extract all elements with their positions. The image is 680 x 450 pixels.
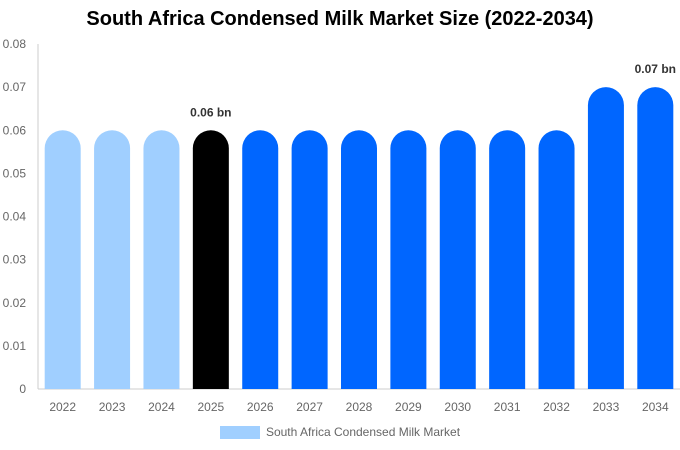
- x-tick-label: 2029: [395, 400, 422, 414]
- chart-title: South Africa Condensed Milk Market Size …: [86, 8, 594, 30]
- y-tick-label: 0.05: [3, 166, 27, 180]
- data-label-2034: 0.07 bn: [635, 62, 676, 76]
- bar-2022: [44, 130, 81, 390]
- bar-2033: [587, 87, 624, 389]
- y-tick-label: 0.03: [3, 253, 27, 267]
- bar-2026: [242, 130, 279, 390]
- x-tick-label: 2027: [296, 400, 323, 414]
- bar-2032: [538, 130, 575, 390]
- bar-2031: [489, 130, 526, 389]
- bar-2023: [94, 130, 131, 390]
- x-tick-label: 2031: [494, 400, 521, 414]
- bar-2034: [637, 87, 674, 389]
- data-label-2025: 0.06 bn: [190, 105, 231, 119]
- x-tick-label: 2024: [148, 400, 175, 414]
- x-tick-label: 2034: [642, 400, 669, 414]
- legend-swatch: [219, 425, 260, 439]
- x-tick-label: 2033: [593, 400, 620, 414]
- y-tick-label: 0.02: [3, 296, 27, 310]
- bar-2028: [341, 130, 377, 390]
- y-tick-label: 0.06: [3, 123, 27, 137]
- bar-2030: [439, 130, 476, 390]
- bar-2024: [143, 130, 180, 390]
- x-tick-label: 2028: [346, 400, 373, 414]
- x-tick-label: 2032: [543, 400, 570, 414]
- legend[interactable]: South Africa Condensed Milk Market: [0, 425, 680, 439]
- y-tick-label: 0.04: [3, 210, 27, 224]
- bar-2025: [192, 130, 229, 390]
- legend-label: South Africa Condensed Milk Market: [265, 425, 461, 439]
- x-tick-label: 2030: [444, 400, 471, 414]
- x-tick-label: 2025: [197, 400, 224, 414]
- y-tick-label: 0: [19, 382, 26, 396]
- x-tick-label: 2026: [247, 400, 274, 414]
- y-tick-label: 0.07: [3, 80, 27, 94]
- bar-2027: [291, 130, 328, 390]
- y-tick-label: 0.08: [3, 37, 27, 51]
- y-tick-label: 0.01: [3, 339, 27, 353]
- x-tick-label: 2022: [49, 400, 76, 414]
- x-tick-label: 2023: [99, 400, 126, 414]
- bar-2029: [390, 130, 427, 390]
